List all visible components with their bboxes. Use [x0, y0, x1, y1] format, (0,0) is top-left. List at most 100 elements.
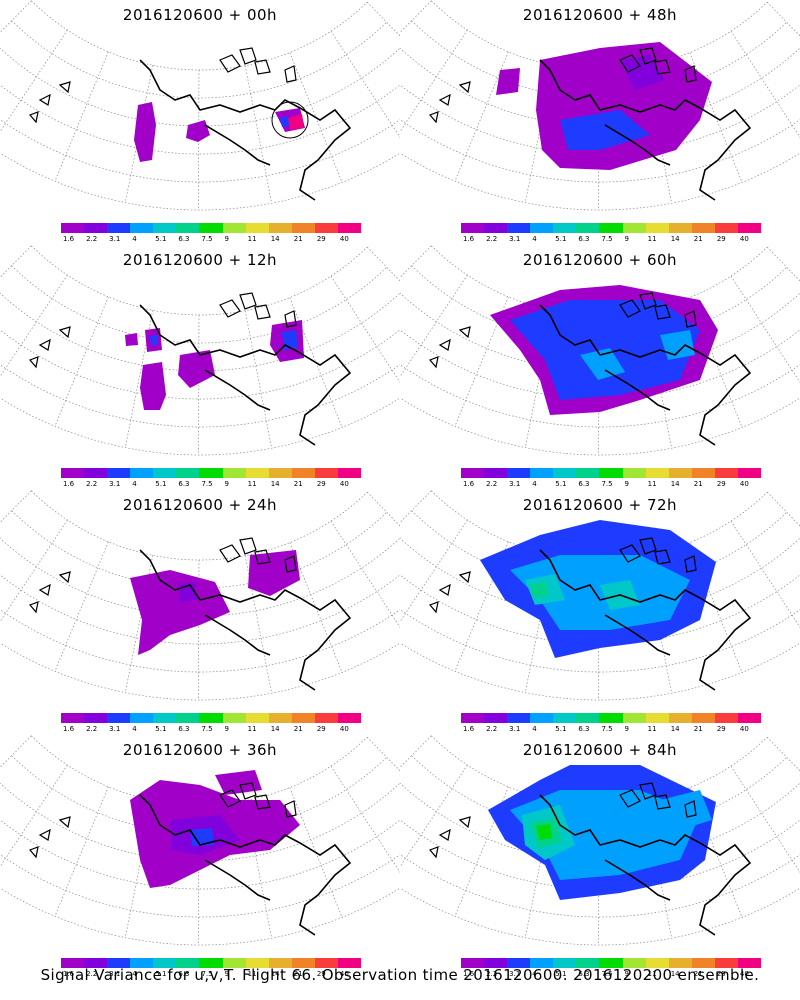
meridian-line [198, 804, 200, 945]
colorbar-swatch [176, 468, 200, 478]
polar-map [400, 245, 800, 456]
colorbar-swatch [645, 958, 669, 968]
variance-region [140, 362, 166, 410]
meridian-line [54, 541, 109, 672]
colorbar-swatch [599, 958, 623, 968]
colorbar-tick-label: 29 [716, 480, 726, 488]
colorbar-swatch [245, 713, 269, 723]
latitude-line [31, 490, 368, 561]
latitude-line [0, 642, 400, 701]
colorbar [61, 713, 362, 723]
meridian-line [366, 1, 400, 37]
west-islands [428, 326, 471, 369]
latitude-line [11, 510, 387, 589]
colorbar-tick-label: 21 [293, 970, 303, 978]
colorbar-tick-label: 6.3 [178, 235, 190, 243]
latitude-line [0, 152, 400, 211]
colorbar-swatch [153, 713, 177, 723]
variance-region [510, 555, 690, 630]
colorbar-tick-label: 9 [624, 235, 629, 243]
west-islands [428, 816, 471, 859]
colorbar-swatch [107, 223, 131, 233]
colorbar-tick-label: 2.2 [486, 725, 498, 733]
colorbar-swatch [530, 958, 554, 968]
colorbar-tick-label: 2.2 [86, 480, 98, 488]
colorbar-swatch [714, 713, 738, 723]
colorbar-tick-label: 4 [532, 970, 537, 978]
colorbar-swatch [84, 468, 108, 478]
colorbar-swatch [576, 958, 600, 968]
coastline [139, 549, 352, 691]
colorbar-tick-label: 5.1 [555, 480, 567, 488]
arctic-islands [619, 47, 697, 83]
colorbar-tick-label: 6.3 [578, 480, 590, 488]
meridian-line [454, 51, 509, 182]
colorbar-swatch [222, 468, 246, 478]
colorbar-tick-label: 5.1 [555, 970, 567, 978]
latitude-line [400, 642, 800, 701]
coastline-group [428, 47, 752, 201]
colorbar-swatch [84, 713, 108, 723]
west-islands [28, 326, 71, 369]
west-islands [428, 81, 471, 124]
colorbar-swatch [268, 223, 292, 233]
panel-title: 2016120600 + 84h [522, 741, 678, 759]
coastline-group [428, 782, 752, 936]
map-panel-00h: 2016120600 + 00h 1.6 2.2 3.1 4 5.1 6.3 7.5 9 11 14… [0, 0, 400, 250]
colorbar-tick-label: 14 [670, 970, 680, 978]
latitude-line [400, 47, 800, 127]
panel-title: 2016120600 + 36h [122, 741, 278, 759]
meridian-line [400, 519, 468, 623]
colorbar-tick-label: 9 [224, 235, 229, 243]
meridian-line [730, 275, 800, 383]
meridian-line [400, 245, 432, 278]
coastline [139, 304, 352, 446]
colorbar-swatch [176, 958, 200, 968]
meridian-line [730, 30, 800, 138]
colorbar-swatch [199, 958, 223, 968]
colorbar-labels: 1.6 2.2 3.1 4 5.1 6.3 7.5 9 11 14 21 29 40 [61, 725, 361, 735]
meridian-line [454, 296, 509, 427]
colorbar-swatch [61, 468, 85, 478]
latitude-line [0, 84, 400, 155]
colorbar-swatch [599, 468, 623, 478]
map-panel-72h: 2016120600 + 72h 1.6 2.2 3.1 4 5.1 6.3 7.5 9 11 14… [400, 490, 800, 740]
colorbar-swatch [337, 958, 362, 968]
colorbar-tick-label: 21 [293, 480, 303, 488]
polar-map [0, 0, 400, 211]
colorbar-tick-label: 29 [716, 235, 726, 243]
colorbar-swatch [668, 468, 692, 478]
colorbar-tick-label: 1.6 [63, 970, 75, 978]
colorbar-swatch [245, 468, 269, 478]
variance-region [560, 110, 650, 150]
colorbar-tick-label: 5.1 [555, 725, 567, 733]
latitude-line [400, 329, 800, 400]
colorbar [461, 713, 762, 723]
meridian-line [730, 765, 800, 873]
panel-title: 2016120600 + 12h [122, 251, 278, 269]
meridian-line [689, 297, 743, 428]
colorbar [61, 223, 362, 233]
colorbar-swatch [84, 958, 108, 968]
colorbar-swatch [461, 223, 485, 233]
meridian-line [598, 314, 600, 455]
latitude-line [400, 574, 800, 645]
colorbar-swatch [461, 468, 485, 478]
colorbar-swatch [668, 958, 692, 968]
meridian-line [766, 246, 800, 282]
variance-region [134, 102, 156, 162]
colorbar-swatch [553, 958, 577, 968]
colorbar-labels: 1.6 2.2 3.1 4 5.1 6.3 7.5 9 11 14 21 29 40 [461, 235, 761, 245]
map-panel-36h: 2016120600 + 36h 1.6 2.2 3.1 4 5.1 6.3 7.5 9 11 14… [0, 735, 400, 985]
colorbar-tick-label: 4 [132, 970, 137, 978]
latitude-line [400, 152, 800, 211]
colorbar-swatch [291, 958, 315, 968]
latitude-line [0, 292, 400, 372]
meridian-line [244, 555, 272, 694]
colorbar-tick-label: 9 [224, 480, 229, 488]
meridian-line [524, 555, 554, 693]
colorbar-tick-label: 11 [247, 235, 257, 243]
colorbar-tick-label: 5.1 [555, 235, 567, 243]
colorbar-swatch [484, 958, 508, 968]
colorbar-tick-label: 11 [647, 970, 657, 978]
